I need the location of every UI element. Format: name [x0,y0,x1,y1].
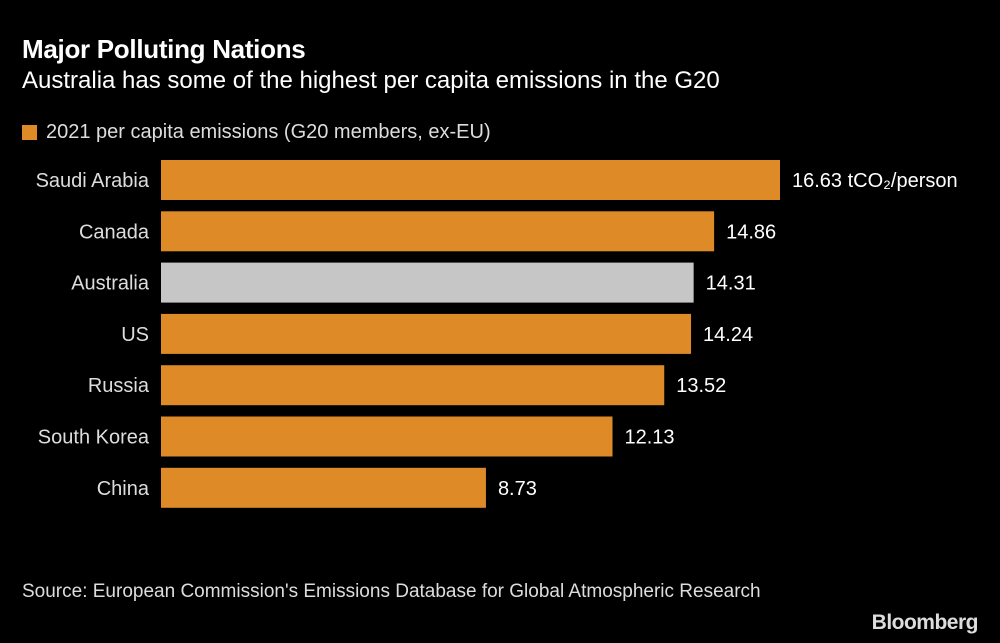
value-label: 16.63 tCO₂/person [792,170,958,192]
value-label: 14.86 [726,221,776,243]
category-label: China [97,478,150,500]
value-label: 14.24 [703,324,753,346]
category-label: South Korea [38,427,150,449]
bar-russia [161,365,665,406]
category-label: Russia [88,375,150,397]
legend-swatch [22,125,37,140]
bar-china [161,467,486,508]
value-label: 13.52 [676,375,726,397]
category-label: Australia [71,273,150,295]
bar-saudi-arabia [161,160,780,200]
category-label: US [121,324,149,346]
source-note: Source: European Commission's Emissions … [22,581,761,602]
chart-subtitle: Australia has some of the highest per ca… [22,67,720,94]
bar-australia [161,262,694,303]
value-label: 14.31 [706,273,756,295]
category-label: Saudi Arabia [36,170,150,192]
bar-us [161,313,692,354]
value-label: 8.73 [498,478,537,500]
legend-label: 2021 per capita emissions (G20 members, … [46,121,491,143]
bloomberg-logo: Bloomberg [871,611,979,634]
category-label: Canada [79,221,150,243]
legend: 2021 per capita emissions (G20 members, … [22,121,491,144]
value-label: 12.13 [625,427,675,449]
chart-title: Major Polluting Nations [22,34,306,64]
bar-south-korea [161,416,613,457]
bar-canada [161,211,715,252]
